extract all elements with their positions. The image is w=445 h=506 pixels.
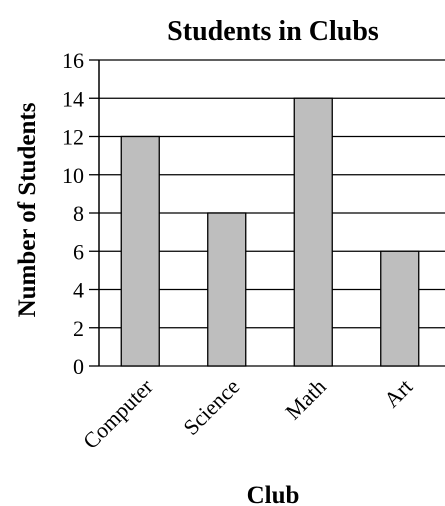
y-tick-label: 8 xyxy=(73,201,84,226)
bar-computer xyxy=(120,135,160,367)
y-tick-label: 12 xyxy=(62,125,84,150)
y-tick-label: 2 xyxy=(73,316,84,341)
x-category-label: Art xyxy=(379,374,417,412)
axes xyxy=(89,59,100,367)
y-tick-labels: 0 2 4 6 8 10 12 14 16 xyxy=(62,48,84,379)
y-tick-label: 14 xyxy=(62,86,84,111)
y-tick-label: 0 xyxy=(73,354,84,379)
bar-science xyxy=(207,212,247,367)
chart-title: Students in Clubs xyxy=(167,16,379,47)
y-tick-label: 16 xyxy=(62,48,84,73)
bar-art xyxy=(380,250,420,367)
y-tick-label: 10 xyxy=(62,163,84,188)
bars xyxy=(120,97,420,367)
y-axis-title: Number of Students xyxy=(14,102,41,317)
y-tick-label: 6 xyxy=(73,239,84,264)
x-category-label: Math xyxy=(280,374,331,425)
x-category-label: Computer xyxy=(78,373,158,453)
x-category-label: Science xyxy=(178,374,244,440)
x-axis-title: Club xyxy=(247,482,300,506)
bar-math xyxy=(293,97,333,367)
x-category-labels: Computer Science Math Art xyxy=(78,373,417,453)
y-tick-label: 4 xyxy=(73,278,84,303)
